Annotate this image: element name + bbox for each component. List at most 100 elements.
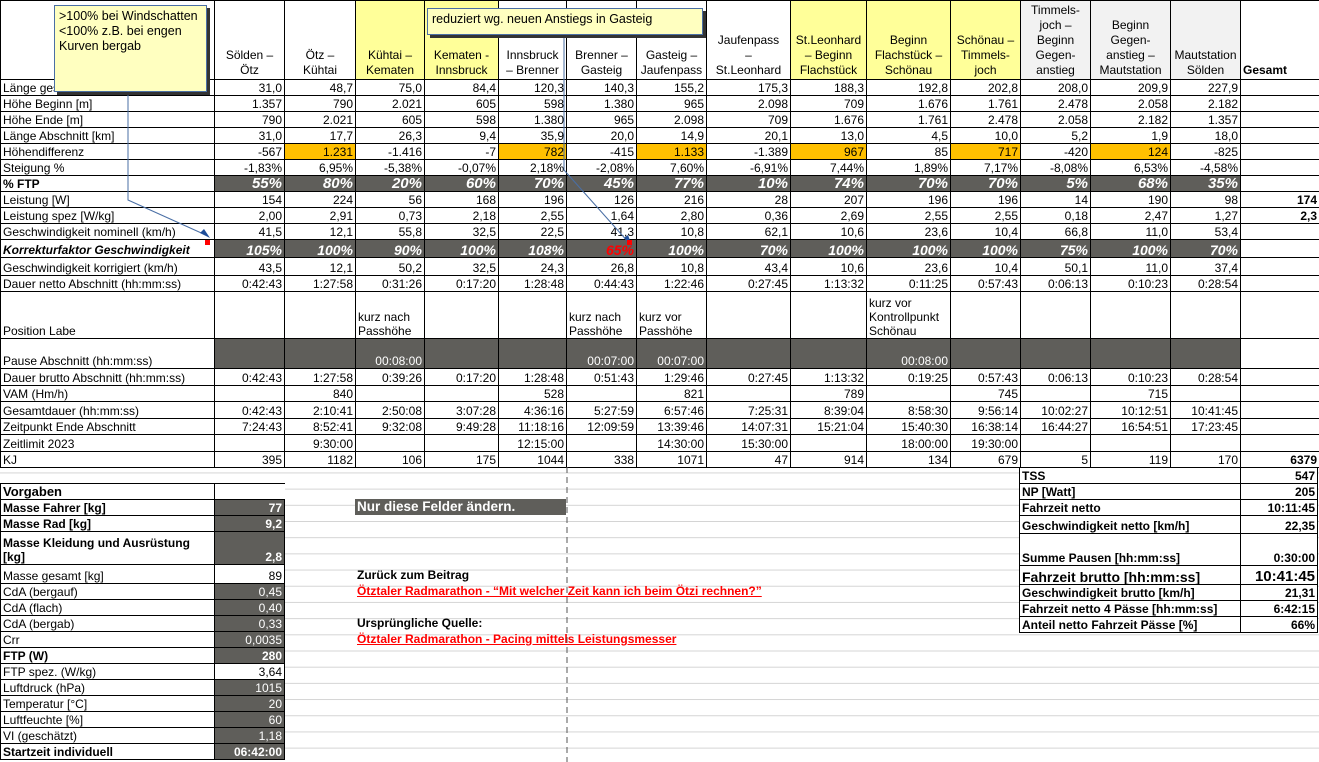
- cell-corr[interactable]: 105%: [214, 239, 285, 258]
- cell-corr[interactable]: 100%: [424, 239, 499, 258]
- cell-grade: -0,07%: [424, 159, 499, 176]
- cell-ftp_pct[interactable]: 70%: [950, 175, 1021, 192]
- cell-labe: kurz nach Passhöhe: [566, 291, 637, 339]
- cell-corr[interactable]: 65%: [566, 239, 637, 258]
- cell-corr[interactable]: 108%: [498, 239, 567, 258]
- input-value[interactable]: 280: [214, 647, 285, 664]
- cell-total_dur: 10:12:51: [1090, 401, 1171, 419]
- cell-ftp_pct[interactable]: 10%: [706, 175, 791, 192]
- cell-pause[interactable]: [284, 338, 356, 369]
- cell-pause[interactable]: [1170, 338, 1241, 369]
- row-label: Dauer netto Abschnitt (hh:mm:ss): [0, 275, 215, 292]
- cell-h_end: 709: [706, 111, 791, 128]
- cell-pause[interactable]: [498, 338, 567, 369]
- input-label: Masse Fahrer [kg]: [0, 499, 215, 516]
- cell-pause[interactable]: [950, 338, 1021, 369]
- summary-label: Anteil netto Fahrzeit Pässe [%]: [1019, 616, 1241, 633]
- cell-ftp_pct[interactable]: 80%: [284, 175, 356, 192]
- cell-corr[interactable]: 75%: [1020, 239, 1091, 258]
- cell-ftp_pct[interactable]: 5%: [1020, 175, 1091, 192]
- cell-pause[interactable]: [424, 338, 499, 369]
- cell-limit: 9:30:00: [284, 434, 356, 452]
- cell-ftp_pct[interactable]: 20%: [355, 175, 425, 192]
- cell-dur_net: 0:28:54: [1170, 275, 1241, 292]
- cell-ftp_pct[interactable]: 35%: [1170, 175, 1241, 192]
- cell-power: 196: [498, 191, 567, 208]
- summary-row: NP [Watt] 205: [1019, 483, 1318, 500]
- cell-kj: 106: [355, 451, 425, 468]
- cell-ftp_pct[interactable]: 60%: [424, 175, 499, 192]
- input-value[interactable]: 06:42:00: [214, 743, 285, 760]
- input-label: CdA (flach): [0, 599, 215, 616]
- inputs-title-row: Vorgaben: [0, 483, 285, 500]
- cell-pause[interactable]: 00:07:00: [636, 338, 707, 369]
- cell-corr[interactable]: 100%: [866, 239, 951, 258]
- cell-corr[interactable]: 100%: [636, 239, 707, 258]
- cell-end_time: 13:39:46: [636, 418, 707, 435]
- cell-dur_gross: 1:27:58: [284, 368, 356, 386]
- input-row: Masse Fahrer [kg] 77: [0, 499, 285, 516]
- cell-pause[interactable]: [790, 338, 867, 369]
- cell-pause[interactable]: [1090, 338, 1171, 369]
- cell-kj: 170: [1170, 451, 1241, 468]
- cell-h_start: 1.380: [566, 95, 637, 112]
- summary-label: Fahrzeit netto: [1019, 499, 1241, 516]
- input-value[interactable]: 1,18: [214, 727, 285, 744]
- cell-corr[interactable]: 100%: [950, 239, 1021, 258]
- input-value[interactable]: 20: [214, 695, 285, 712]
- cell-corr[interactable]: 90%: [355, 239, 425, 258]
- cell-total_dur: 5:27:59: [566, 401, 637, 419]
- row-dur_net: Dauer netto Abschnitt (hh:mm:ss) 0:42:43 1…: [0, 275, 1319, 292]
- back-link[interactable]: Ötztaler Radmarathon - “Mit welcher Zeit…: [357, 584, 762, 598]
- cell-pause[interactable]: [706, 338, 791, 369]
- cell-pause[interactable]: [1020, 338, 1091, 369]
- segment-header: Sölden – Ötz: [214, 0, 285, 80]
- cell-h_start: 1.357: [214, 95, 285, 112]
- input-row: FTP (W) 280: [0, 647, 285, 664]
- cell-h_end: 1.357: [1170, 111, 1241, 128]
- cell-corr[interactable]: 100%: [790, 239, 867, 258]
- cell-ftp_pct[interactable]: 70%: [498, 175, 567, 192]
- cell-grade: 6,53%: [1090, 159, 1171, 176]
- row-label: Länge Abschnitt [km]: [0, 127, 215, 144]
- cell-h_start: 2.021: [355, 95, 425, 112]
- input-value[interactable]: 60: [214, 711, 285, 728]
- cell-limit: [566, 434, 637, 452]
- cell-corr[interactable]: 70%: [1170, 239, 1241, 258]
- cell-labe: [1020, 291, 1091, 339]
- cell-end_time: 15:21:04: [790, 418, 867, 435]
- cell-ftp_pct[interactable]: 55%: [214, 175, 285, 192]
- cell-corr[interactable]: 70%: [706, 239, 791, 258]
- cell-pause[interactable]: 00:08:00: [355, 338, 425, 369]
- input-value[interactable]: 9,2: [214, 515, 285, 532]
- cell-h_start: 598: [498, 95, 567, 112]
- cell-dur_gross: 0:17:20: [424, 368, 499, 386]
- cell-speed_corr: 26,8: [566, 257, 637, 276]
- input-value[interactable]: 2,8: [214, 531, 285, 565]
- cell-ftp_pct[interactable]: 45%: [566, 175, 637, 192]
- cell-limit: 18:00:00: [866, 434, 951, 452]
- cell-ftp_pct[interactable]: 68%: [1090, 175, 1171, 192]
- input-value[interactable]: 0,33: [214, 615, 285, 632]
- summary-label: Fahrzeit netto 4 Pässe [hh:mm:ss]: [1019, 600, 1241, 617]
- cell-vam: 715: [1090, 385, 1171, 402]
- cell-corr[interactable]: 100%: [284, 239, 356, 258]
- source-link[interactable]: Ötztaler Radmarathon - Pacing mittels Le…: [357, 632, 677, 646]
- cell-pause[interactable]: 00:07:00: [566, 338, 637, 369]
- row-len_seg: Länge Abschnitt [km] 31,0 17,7 26,3 9,4 35,9 2…: [0, 127, 1319, 144]
- row-label: Höhe Beginn [m]: [0, 95, 215, 112]
- input-value[interactable]: 0,45: [214, 583, 285, 600]
- cell-ftp_pct[interactable]: 77%: [636, 175, 707, 192]
- input-value[interactable]: 0,0035: [214, 631, 285, 648]
- cell-pause[interactable]: [214, 338, 285, 369]
- input-value[interactable]: 1015: [214, 679, 285, 696]
- cell-ftp_pct[interactable]: 74%: [790, 175, 867, 192]
- total-cell: [1240, 79, 1319, 96]
- input-value[interactable]: 77: [214, 499, 285, 516]
- cell-power: 98: [1170, 191, 1241, 208]
- cell-pause[interactable]: 00:08:00: [866, 338, 951, 369]
- input-value[interactable]: 0,40: [214, 599, 285, 616]
- cell-corr[interactable]: 100%: [1090, 239, 1171, 258]
- cell-ftp_pct[interactable]: 70%: [866, 175, 951, 192]
- cell-len_seg: 18,0: [1170, 127, 1241, 144]
